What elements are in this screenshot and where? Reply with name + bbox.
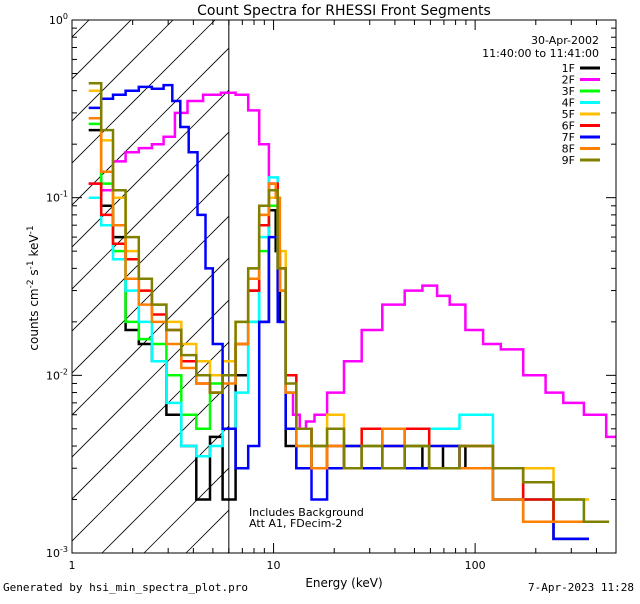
annotation-attenuator: Att A1, FDecim-2	[249, 517, 342, 530]
series-7F	[88, 83, 589, 541]
hatch-line	[72, 20, 132, 80]
series-9F	[88, 82, 610, 523]
series-6F	[88, 182, 589, 523]
y-tick-label: 100	[49, 12, 68, 27]
hatch-line	[312, 0, 640, 553]
legend-label-5F: 5F	[562, 108, 575, 121]
series-4F	[88, 176, 610, 523]
x-tick-label: 1	[69, 559, 76, 572]
plot-frame	[71, 19, 617, 554]
legend-label-8F: 8F	[562, 143, 575, 156]
legend-label-3F: 3F	[562, 85, 575, 98]
x-tick-label: 10	[267, 559, 281, 572]
hatch-line	[101, 425, 229, 553]
y-tick-label: 10-2	[46, 367, 68, 382]
hatch-line	[72, 20, 174, 122]
y-axis-label: counts cm-2 s-1 keV-1	[26, 225, 41, 350]
x-axis-label: Energy (keV)	[305, 576, 382, 590]
series-2F	[88, 91, 616, 439]
hatch-line	[227, 551, 229, 553]
hatch-line	[72, 173, 229, 332]
legend-time-range: 11:40:00 to 11:41:00	[482, 47, 599, 60]
axes: 1 10 100 10-3 10-2 10-1 100	[46, 12, 617, 572]
hatch-line	[270, 0, 640, 553]
y-tick-label: 10-3	[46, 545, 68, 560]
hatch-line	[72, 131, 229, 290]
legend-label-7F: 7F	[562, 131, 575, 144]
hatch-line	[72, 215, 229, 374]
series-5F	[88, 89, 589, 501]
hatch-line	[72, 383, 229, 542]
legend-label-6F: 6F	[562, 120, 575, 133]
series-group	[88, 82, 616, 541]
x-tick-label: 100	[465, 559, 486, 572]
footer-generated-by: Generated by hsi_min_spectra_plot.pro	[3, 581, 249, 594]
series-1F	[88, 128, 589, 541]
chart-title: Count Spectra for RHESSI Front Segments	[197, 3, 491, 19]
footer-render-date: 7-Apr-2023 11:28	[528, 581, 634, 594]
hatch-line	[72, 47, 229, 206]
series-8F	[88, 116, 589, 523]
y-tick-label: 10-1	[46, 190, 68, 205]
hatch-line	[354, 0, 640, 553]
legend-date: 30-Apr-2002	[531, 34, 599, 47]
hatch-line	[72, 341, 229, 500]
legend-label-9F: 9F	[562, 154, 575, 167]
legend-label-1F: 1F	[562, 62, 575, 75]
annotation-background: Includes Background	[249, 506, 364, 519]
legend-label-2F: 2F	[562, 74, 575, 87]
legend-label-4F: 4F	[562, 97, 575, 110]
